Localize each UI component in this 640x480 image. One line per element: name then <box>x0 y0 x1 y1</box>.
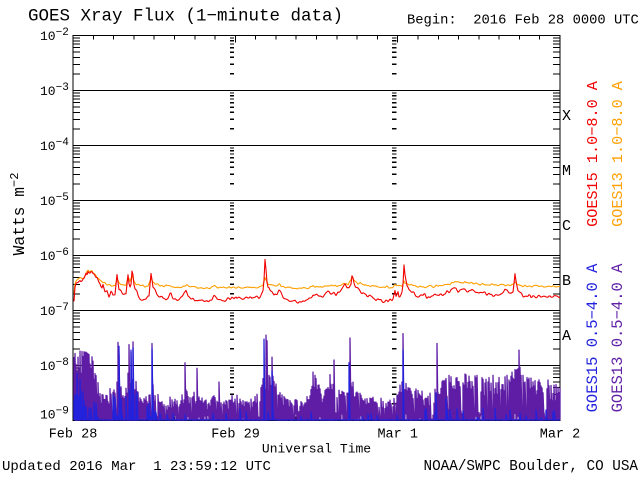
svg-text:Begin: 2016 Feb 28 0000 UTC: Begin: 2016 Feb 28 0000 UTC <box>407 13 639 29</box>
svg-text:Mar 1: Mar 1 <box>377 428 418 443</box>
svg-text:A: A <box>562 328 571 345</box>
svg-text:X: X <box>562 108 571 125</box>
svg-text:GOES15 1.0−8.0 A: GOES15 1.0−8.0 A <box>584 80 602 227</box>
svg-text:M: M <box>562 163 571 180</box>
svg-text:Updated 2016 Mar 1 23:59:12 U: Updated 2016 Mar 1 23:59:12 UTC <box>2 459 271 475</box>
svg-text:C: C <box>562 218 571 235</box>
svg-text:Feb 29: Feb 29 <box>211 428 260 443</box>
svg-text:GOES13 1.0−8.0 A: GOES13 1.0−8.0 A <box>609 80 627 227</box>
svg-text:10−5: 10−5 <box>40 192 69 209</box>
svg-text:GOES Xray Flux (1−minute data): GOES Xray Flux (1−minute data) <box>28 7 343 27</box>
svg-text:B: B <box>562 273 571 290</box>
svg-text:Watts m−2: Watts m−2 <box>8 173 29 256</box>
svg-text:Mar 2: Mar 2 <box>540 428 581 443</box>
svg-text:Universal Time: Universal Time <box>262 442 371 457</box>
svg-text:NOAA/SWPC Boulder, CO USA: NOAA/SWPC Boulder, CO USA <box>424 459 639 475</box>
svg-text:GOES15 0.5−4.0 A: GOES15 0.5−4.0 A <box>584 263 602 413</box>
svg-text:Feb 28: Feb 28 <box>49 428 98 443</box>
svg-text:GOES13 0.5−4.0 A: GOES13 0.5−4.0 A <box>609 263 627 413</box>
